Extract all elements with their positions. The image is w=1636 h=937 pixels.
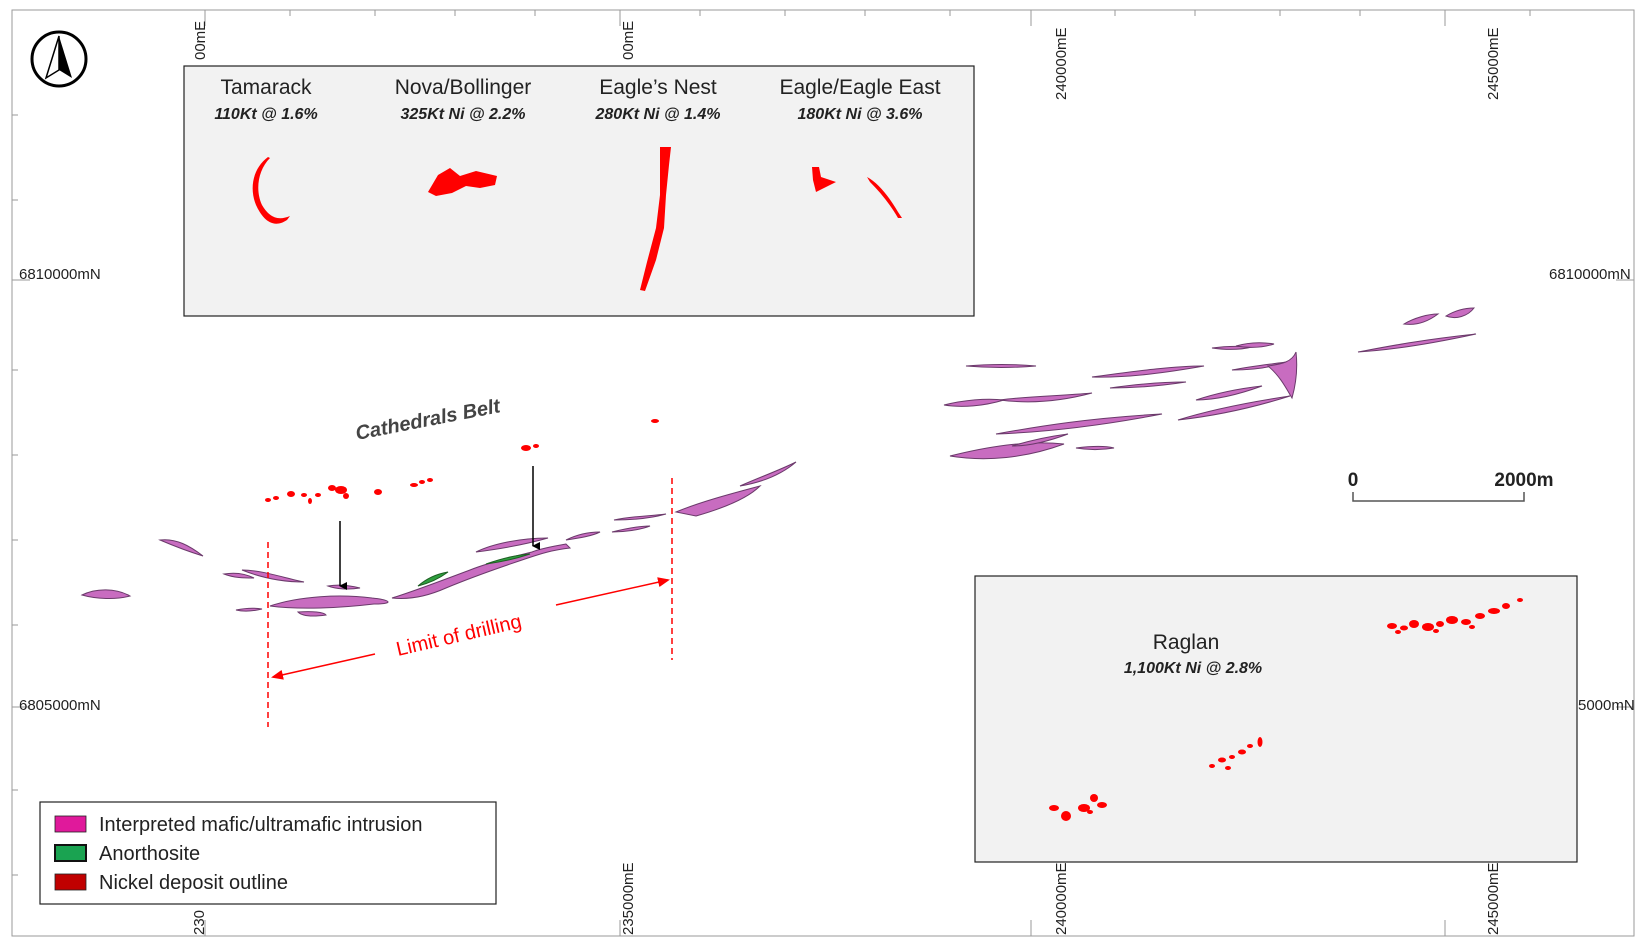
- legend-label: Interpreted mafic/ultramafic intrusion: [99, 814, 422, 836]
- deposit-name: Eagle’s Nest: [599, 76, 717, 99]
- intrusions-east: [943, 307, 1477, 460]
- deposit-outlines: [252, 147, 902, 291]
- legend-swatch-intrusion: [54, 815, 87, 833]
- easting-label: 245000mE: [1485, 862, 1502, 935]
- legend: Interpreted mafic/ultramafic intrusion A…: [39, 801, 497, 905]
- eagle-east-outline: [867, 177, 902, 218]
- top-inset: Tamarack 110Kt @ 1.6% Nova/Bollinger 325…: [183, 65, 975, 317]
- deposit-resource: 325Kt Ni @ 2.2%: [401, 106, 526, 123]
- drilling-arrow-west: [271, 653, 376, 680]
- north-arrow-icon: [30, 30, 88, 88]
- legend-label: Anorthosite: [99, 843, 200, 865]
- easting-label: 00mE: [192, 21, 209, 60]
- northing-label: 6805000mN: [19, 697, 101, 714]
- deposit-name: Tamarack: [220, 76, 312, 99]
- easting-label: 240000mE: [1053, 862, 1070, 935]
- easting-label: 240000mE: [1053, 27, 1070, 100]
- legend-box: [39, 801, 497, 905]
- raglan-outlines: [1049, 598, 1523, 821]
- raglan-resource: 1,100Kt Ni @ 2.8%: [1124, 660, 1262, 677]
- northing-label: 6810000mN: [19, 266, 101, 283]
- northing-label: 6810000mN: [1549, 266, 1631, 283]
- grid-labels: 00mE 00mE 240000mE 245000mE 230 235000mE…: [19, 21, 1635, 935]
- drilling-label: Limit of drilling: [394, 611, 524, 661]
- scale-start: 0: [1348, 470, 1359, 491]
- deposit-resource: 180Kt Ni @ 3.6%: [798, 106, 923, 123]
- deposit-resource: 280Kt Ni @ 1.4%: [595, 106, 721, 123]
- easting-label: 230: [191, 910, 208, 935]
- eagle-outline: [812, 167, 836, 192]
- easting-label: 235000mE: [620, 862, 637, 935]
- legend-swatch-anorthosite: [54, 844, 87, 862]
- map-frame: [11, 9, 1635, 937]
- nova-outline: [428, 168, 497, 196]
- scale-line: [1352, 492, 1525, 502]
- drilling-arrow-east: [555, 577, 670, 606]
- easting-label: 00mE: [620, 21, 637, 60]
- deposit-resource: 110Kt @ 1.6%: [214, 106, 317, 123]
- legend-swatch-nickel: [54, 873, 87, 891]
- grid-ticks: [12, 10, 1634, 936]
- pointer-arrows: [339, 466, 540, 590]
- raglan-name: Raglan: [1153, 631, 1220, 654]
- inset-panel: [974, 575, 1578, 863]
- easting-label: 245000mE: [1485, 27, 1502, 100]
- belt-label: Cathedrals Belt: [354, 395, 504, 445]
- anorthosite: [417, 553, 531, 587]
- deposit-name: Nova/Bollinger: [395, 76, 532, 99]
- intrusions-west: [80, 461, 797, 617]
- nickel-outlines-belt: [265, 419, 659, 504]
- legend-label: Nickel deposit outline: [99, 872, 288, 894]
- northing-label: 5000mN: [1578, 697, 1635, 714]
- tamarack-outline: [252, 157, 290, 224]
- deposit-name: Eagle/Eagle East: [779, 76, 940, 99]
- eagles-nest-outline: [640, 147, 671, 291]
- inset-panel: [183, 65, 975, 317]
- scale-end: 2000m: [1494, 470, 1553, 491]
- raglan-inset: Raglan 1,100Kt Ni @ 2.8%: [974, 575, 1578, 863]
- scale-bar: 0 2000m: [1348, 470, 1554, 502]
